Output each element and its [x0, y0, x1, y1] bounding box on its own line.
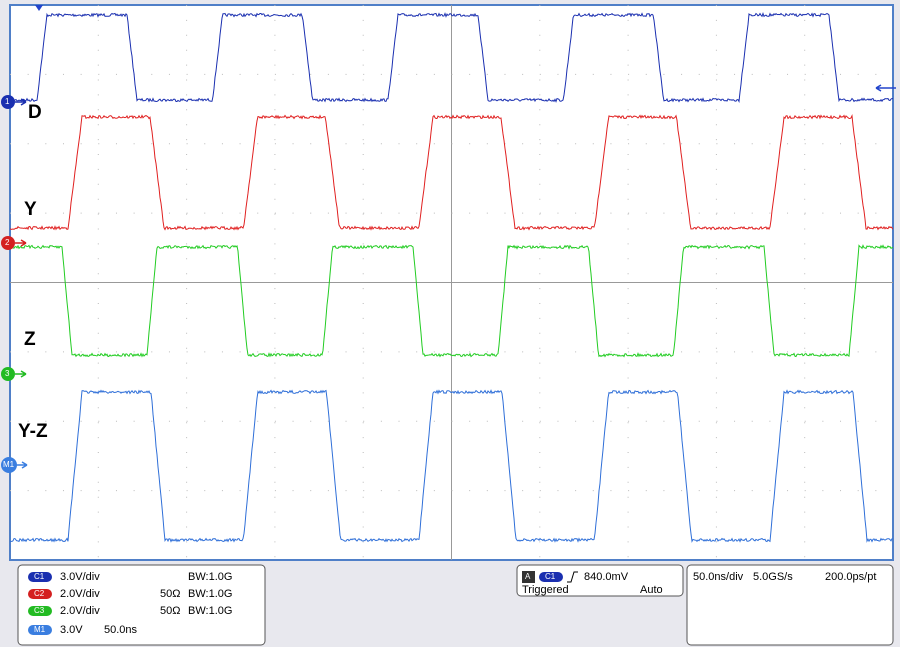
channel-row: C1 3.0V/div BW:1.0G: [28, 571, 232, 583]
trigger-level-marker: [875, 84, 896, 92]
marker-text: 2: [5, 238, 10, 247]
trigger-slope: [567, 571, 578, 583]
channel-id: C1: [34, 572, 45, 581]
channel-id: C3: [34, 606, 45, 615]
trace-label: Z: [24, 329, 36, 350]
trace-label: D: [28, 102, 42, 123]
trigger-icon: A: [525, 572, 531, 581]
math-timebase: 50.0ns: [104, 624, 138, 636]
trigger-level: 840.0mV: [584, 571, 629, 583]
grid: [10, 5, 893, 560]
sample-rate: 5.0GS/s: [753, 571, 793, 583]
channel-panel: [17, 564, 266, 646]
waveform: [10, 11, 893, 104]
channel-id: C2: [34, 589, 45, 598]
channel-termination: 50Ω: [160, 588, 180, 600]
trace-label: Y: [24, 199, 37, 220]
channel-marker: M1: [1, 457, 28, 473]
waveform: [10, 389, 893, 543]
channel-scale: 2.0V/div: [60, 588, 100, 600]
trace-label: Y-Z: [18, 421, 48, 442]
trigger-mode: Auto: [640, 584, 663, 596]
trigger-state: Triggered: [522, 584, 569, 596]
channel-bandwidth: BW:1.0G: [188, 588, 232, 600]
trigger-pos-marker: [35, 5, 43, 11]
marker-text: 1: [5, 97, 10, 106]
channel-marker: 1: [1, 95, 27, 109]
channel-bandwidth: BW:1.0G: [188, 605, 232, 617]
trigger-source: C1: [545, 572, 556, 581]
channel-termination: 50Ω: [160, 605, 180, 617]
math-scale: 3.0V: [60, 624, 83, 636]
waveform: [10, 244, 893, 358]
channel-bandwidth: BW:1.0G: [188, 571, 232, 583]
channel-row: C3 2.0V/div 50Ω BW:1.0G: [28, 605, 232, 617]
marker-text: M1: [3, 460, 15, 469]
channel-marker: 3: [1, 367, 27, 381]
channel-marker: 2: [1, 236, 27, 250]
traces: [10, 11, 893, 543]
channel-scale: 3.0V/div: [60, 571, 100, 583]
timebase-panel: [686, 564, 894, 646]
marker-text: 3: [5, 369, 10, 378]
math-row: M1 3.0V 50.0ns: [28, 624, 138, 636]
math-id: M1: [34, 625, 46, 634]
channel-row: C2 2.0V/div 50Ω BW:1.0G: [28, 588, 232, 600]
channel-scale: 2.0V/div: [60, 605, 100, 617]
resolution: 200.0ps/pt: [825, 571, 876, 583]
waveform: [10, 113, 893, 231]
timebase-scale: 50.0ns/div: [693, 571, 744, 583]
